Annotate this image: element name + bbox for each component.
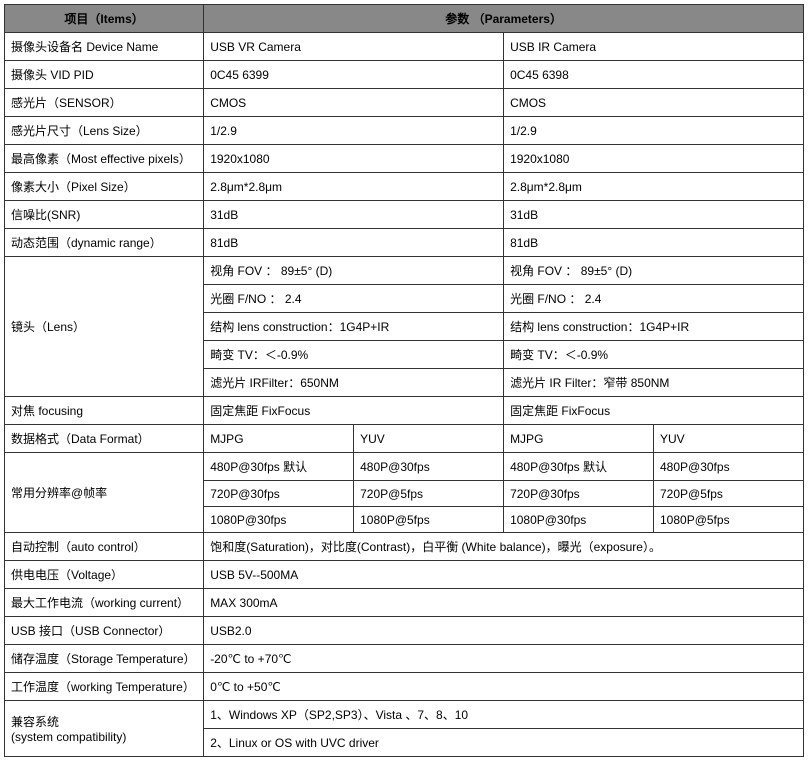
label-sensor: 感光片（SENSOR）	[5, 89, 204, 117]
row-lens-fov: 镜头（Lens） 视角 FOV ： 89±5° (D) 视角 FOV ： 89±…	[5, 257, 804, 285]
value-res-480-ir-yuv: 480P@30fps	[654, 453, 804, 481]
label-compat-line2: (system compatibility)	[11, 730, 197, 744]
label-pixel-size: 像素大小（Pixel Size）	[5, 173, 204, 201]
label-pixels: 最高像素（Most effective pixels）	[5, 145, 204, 173]
value-res-480-vr-mjpg: 480P@30fps 默认	[204, 453, 354, 481]
value-pixels-vr: 1920x1080	[204, 145, 504, 173]
value-usb: USB2.0	[204, 617, 804, 645]
value-df-vr-yuv: YUV	[354, 425, 504, 453]
value-compat-1: 1、Windows XP（SP2,SP3）、Vista 、7、8、10	[204, 701, 804, 729]
value-lens-fov-ir: 视角 FOV ： 89±5° (D)	[504, 257, 804, 285]
value-auto-control: 饱和度(Saturation)，对比度(Contrast)，白平衡 (White…	[204, 533, 804, 561]
header-row: 项目（Items） 参数 （Parameters）	[5, 5, 804, 33]
label-focusing: 对焦 focusing	[5, 397, 204, 425]
row-sensor: 感光片（SENSOR） CMOS CMOS	[5, 89, 804, 117]
label-usb: USB 接口（USB Connector）	[5, 617, 204, 645]
value-pixels-ir: 1920x1080	[504, 145, 804, 173]
label-working-temp: 工作温度（working Temperature）	[5, 673, 204, 701]
value-focusing-ir: 固定焦距 FixFocus	[504, 397, 804, 425]
value-res-720-ir-mjpg: 720P@30fps	[504, 481, 654, 507]
value-lens-size-vr: 1/2.9	[204, 117, 504, 145]
row-device-name: 摄像头设备名 Device Name USB VR Camera USB IR …	[5, 33, 804, 61]
label-device-name: 摄像头设备名 Device Name	[5, 33, 204, 61]
value-current: MAX 300mA	[204, 589, 804, 617]
value-lens-fno-vr: 光圈 F/NO ： 2.4	[204, 285, 504, 313]
row-compat-1: 兼容系统 (system compatibility) 1、Windows XP…	[5, 701, 804, 729]
value-df-ir-mjpg: MJPG	[504, 425, 654, 453]
row-current: 最大工作电流（working current） MAX 300mA	[5, 589, 804, 617]
label-compat-line1: 兼容系统	[11, 713, 197, 730]
value-working-temp: 0℃ to +50℃	[204, 673, 804, 701]
value-sensor-ir: CMOS	[504, 89, 804, 117]
value-pixel-size-vr: 2.8μm*2.8μm	[204, 173, 504, 201]
row-focusing: 对焦 focusing 固定焦距 FixFocus 固定焦距 FixFocus	[5, 397, 804, 425]
value-res-720-ir-yuv: 720P@5fps	[654, 481, 804, 507]
value-lens-fov-vr: 视角 FOV ： 89±5° (D)	[204, 257, 504, 285]
value-vid-pid-ir: 0C45 6398	[504, 61, 804, 89]
row-auto-control: 自动控制（auto control） 饱和度(Saturation)，对比度(C…	[5, 533, 804, 561]
row-res-480: 常用分辨率@帧率 480P@30fps 默认 480P@30fps 480P@3…	[5, 453, 804, 481]
row-data-format: 数据格式（Data Format） MJPG YUV MJPG YUV	[5, 425, 804, 453]
value-df-vr-mjpg: MJPG	[204, 425, 354, 453]
value-pixel-size-ir: 2.8μm*2.8μm	[504, 173, 804, 201]
label-data-format: 数据格式（Data Format）	[5, 425, 204, 453]
value-lens-fno-ir: 光圈 F/NO ： 2.4	[504, 285, 804, 313]
label-dynamic-range: 动态范围（dynamic range）	[5, 229, 204, 257]
value-lens-irfilter-ir: 滤光片 IR Filter：窄带 850NM	[504, 369, 804, 397]
label-storage-temp: 储存温度（Storage Temperature）	[5, 645, 204, 673]
row-pixel-size: 像素大小（Pixel Size） 2.8μm*2.8μm 2.8μm*2.8μm	[5, 173, 804, 201]
value-vid-pid-vr: 0C45 6399	[204, 61, 504, 89]
header-parameters: 参数 （Parameters）	[204, 5, 804, 33]
value-device-name-ir: USB IR Camera	[504, 33, 804, 61]
row-voltage: 供电电压（Voltage） USB 5V--500MA	[5, 561, 804, 589]
spec-table: 项目（Items） 参数 （Parameters） 摄像头设备名 Device …	[4, 4, 804, 757]
label-current: 最大工作电流（working current）	[5, 589, 204, 617]
value-res-480-vr-yuv: 480P@30fps	[354, 453, 504, 481]
label-voltage: 供电电压（Voltage）	[5, 561, 204, 589]
label-vid-pid: 摄像头 VID PID	[5, 61, 204, 89]
row-snr: 信噪比(SNR) 31dB 31dB	[5, 201, 804, 229]
value-device-name-vr: USB VR Camera	[204, 33, 504, 61]
value-lens-tv-ir: 畸变 TV：＜-0.9%	[504, 341, 804, 369]
value-compat-2: 2、Linux or OS with UVC driver	[204, 729, 804, 757]
row-working-temp: 工作温度（working Temperature） 0℃ to +50℃	[5, 673, 804, 701]
value-snr-vr: 31dB	[204, 201, 504, 229]
value-lens-irfilter-vr: 滤光片 IRFilter：650NM	[204, 369, 504, 397]
row-vid-pid: 摄像头 VID PID 0C45 6399 0C45 6398	[5, 61, 804, 89]
value-dynamic-range-vr: 81dB	[204, 229, 504, 257]
row-usb: USB 接口（USB Connector） USB2.0	[5, 617, 804, 645]
label-auto-control: 自动控制（auto control）	[5, 533, 204, 561]
value-sensor-vr: CMOS	[204, 89, 504, 117]
value-res-720-vr-yuv: 720P@5fps	[354, 481, 504, 507]
value-voltage: USB 5V--500MA	[204, 561, 804, 589]
value-dynamic-range-ir: 81dB	[504, 229, 804, 257]
value-res-1080-vr-yuv: 1080P@5fps	[354, 507, 504, 533]
value-storage-temp: -20℃ to +70℃	[204, 645, 804, 673]
value-df-ir-yuv: YUV	[654, 425, 804, 453]
row-storage-temp: 储存温度（Storage Temperature） -20℃ to +70℃	[5, 645, 804, 673]
value-lens-construction-vr: 结构 lens construction：1G4P+IR	[204, 313, 504, 341]
value-lens-size-ir: 1/2.9	[504, 117, 804, 145]
label-lens-size: 感光片尺寸（Lens Size）	[5, 117, 204, 145]
value-res-1080-ir-mjpg: 1080P@30fps	[504, 507, 654, 533]
label-resolution: 常用分辨率@帧率	[5, 453, 204, 533]
value-res-1080-vr-mjpg: 1080P@30fps	[204, 507, 354, 533]
value-res-480-ir-mjpg: 480P@30fps 默认	[504, 453, 654, 481]
value-res-720-vr-mjpg: 720P@30fps	[204, 481, 354, 507]
value-snr-ir: 31dB	[504, 201, 804, 229]
value-res-1080-ir-yuv: 1080P@5fps	[654, 507, 804, 533]
header-items: 项目（Items）	[5, 5, 204, 33]
value-lens-tv-vr: 畸变 TV：＜-0.9%	[204, 341, 504, 369]
value-focusing-vr: 固定焦距 FixFocus	[204, 397, 504, 425]
label-snr: 信噪比(SNR)	[5, 201, 204, 229]
label-compat: 兼容系统 (system compatibility)	[5, 701, 204, 757]
label-lens: 镜头（Lens）	[5, 257, 204, 397]
row-dynamic-range: 动态范围（dynamic range） 81dB 81dB	[5, 229, 804, 257]
row-pixels: 最高像素（Most effective pixels） 1920x1080 19…	[5, 145, 804, 173]
row-lens-size: 感光片尺寸（Lens Size） 1/2.9 1/2.9	[5, 117, 804, 145]
value-lens-construction-ir: 结构 lens construction：1G4P+IR	[504, 313, 804, 341]
